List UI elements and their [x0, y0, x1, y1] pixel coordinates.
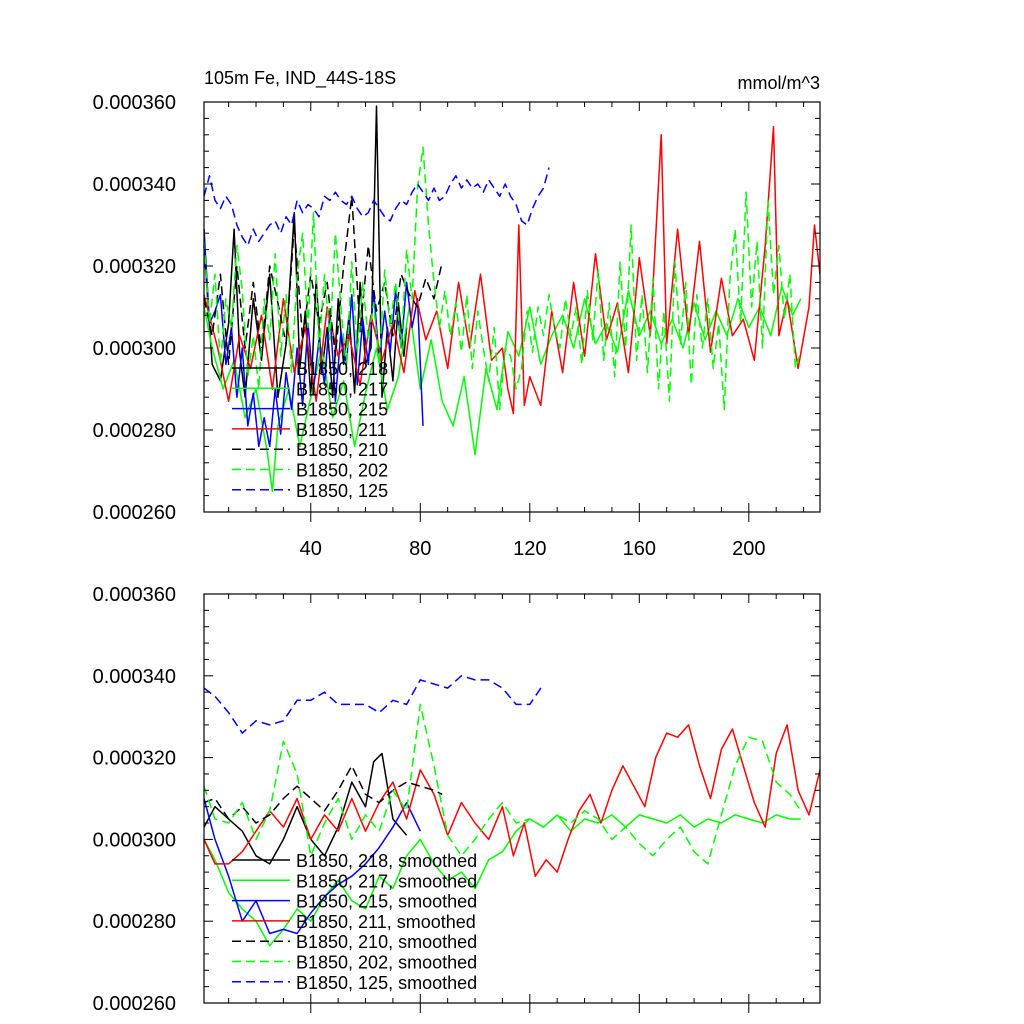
panel-2-y-tick-label-5: 0.000340	[93, 666, 176, 688]
top-panel-units: mmol/m^3	[738, 73, 820, 93]
panel-2-series-line-3	[203, 798, 421, 935]
panel-1-series-line-4	[203, 125, 821, 415]
panel-1-y-tick-label-3: 0.000300	[93, 338, 176, 360]
panel-2-legend-label-4: B1850, 211, smoothed	[296, 912, 476, 932]
panel-1-x-tick-label-5: 200	[732, 538, 765, 560]
panel-2-y-tick-label-2: 0.000280	[93, 911, 176, 933]
panel-2-y-tick-label-6: 0.000360	[93, 584, 176, 606]
panel-1-legend-label-2: B1850, 217	[296, 379, 388, 399]
panel-1-x-tick-label-1: 40	[300, 538, 322, 560]
panel-1-series-line-7	[203, 167, 550, 247]
panel-2-series-line-4	[203, 724, 821, 877]
panel-1-plot-frame	[203, 101, 821, 513]
panel-2-series-line-5	[203, 765, 443, 824]
panel-2-legend-label-5: B1850, 210, smoothed	[296, 932, 477, 952]
panel-1-x-tick-label-2: 80	[409, 538, 431, 560]
panel-1-legend-label-7: B1850, 125	[296, 481, 388, 501]
panel-1-y-tick-label-4: 0.000320	[93, 256, 176, 278]
panel-1-series-line-1	[203, 105, 408, 398]
panel-2-legend-label-7: B1850, 125, smoothed	[296, 973, 477, 993]
panel-2-series-line-2	[203, 814, 801, 947]
panel-1-series-line-3	[203, 229, 424, 448]
panel-1-y-tick-label-2: 0.000280	[93, 420, 176, 442]
panel-1-series-line-6	[203, 146, 802, 411]
panel-2-y-tick-label-3: 0.000300	[93, 829, 176, 851]
panel-2-legend-label-6: B1850, 202, smoothed	[296, 953, 477, 973]
panel-2-legend-label-1: B1850, 218, smoothed	[296, 851, 477, 871]
panel-1-series-line-2	[203, 285, 802, 493]
panel-1-legend-label-6: B1850, 202	[296, 461, 388, 481]
panel-1-x-tick-label-4: 160	[623, 538, 656, 560]
panel-1-series-line-5	[203, 195, 443, 366]
top-panel-title: 105m Fe, IND_44S-18S	[204, 68, 396, 89]
panel-2-legend-label-2: B1850, 217, smoothed	[296, 871, 477, 891]
bottom-panel: 0.000260 0.000280 0.000300 0.000320 0.000340…	[93, 584, 821, 1015]
top-panel: 105m Fe, IND_44S-18S mmol/m^3 0.000260 0.…	[93, 68, 821, 560]
panel-1-y-tick-label-6: 0.000360	[93, 92, 176, 114]
panel-2-legend-label-3: B1850, 215, smoothed	[296, 892, 477, 912]
panel-1-y-tick-label-1: 0.000260	[93, 502, 176, 524]
panel-1-legend-label-3: B1850, 215	[296, 400, 388, 420]
panel-1-y-tick-label-5: 0.000340	[93, 174, 176, 196]
panel-2-plot-frame	[203, 593, 821, 1004]
panel-2-y-tick-label-1: 0.000260	[93, 993, 176, 1015]
panel-2-y-tick-label-4: 0.000320	[93, 748, 176, 770]
panel-2-series-line-7	[203, 675, 545, 734]
panel-2-series-line-6	[203, 703, 802, 865]
panel-1-legend-label-4: B1850, 211	[296, 420, 387, 440]
panel-1-x-tick-label-3: 120	[513, 538, 546, 560]
panel-1-legend-label-1: B1850, 218	[296, 359, 388, 379]
panel-1-legend-label-5: B1850, 210	[296, 440, 388, 460]
